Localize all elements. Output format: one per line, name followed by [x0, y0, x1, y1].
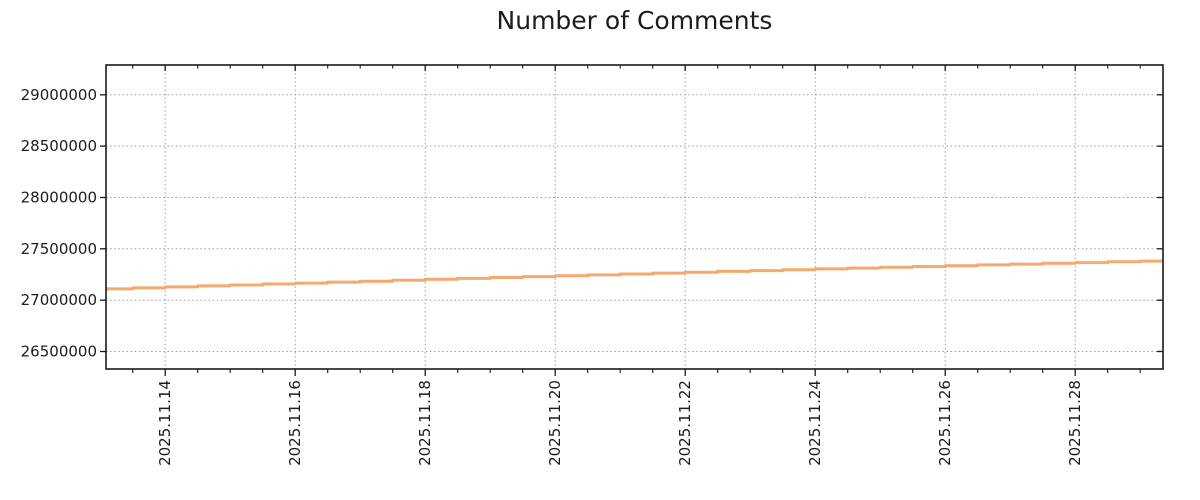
y-tick-label: 29000000: [21, 86, 97, 104]
y-tick-label: 27500000: [21, 240, 97, 258]
x-tick-label: 2025.11.22: [676, 380, 694, 466]
series-line-comments: [106, 259, 1163, 291]
y-tick-label: 28000000: [21, 189, 97, 207]
y-tick-label: 28500000: [21, 137, 97, 155]
x-tick-label: 2025.11.20: [546, 380, 564, 466]
x-tick-label: 2025.11.14: [156, 380, 174, 466]
x-tick-label: 2025.11.24: [806, 380, 824, 466]
x-tick-label: 2025.11.26: [936, 380, 954, 466]
plot-frame: [105, 64, 1164, 370]
chart-title: Number of Comments: [496, 6, 773, 35]
x-tick-label: 2025.11.28: [1066, 380, 1084, 466]
y-tick-label: 27000000: [21, 291, 97, 309]
x-tick-label: 2025.11.16: [286, 380, 304, 466]
x-tick-label: 2025.11.18: [416, 380, 434, 466]
y-tick-label: 26500000: [21, 343, 97, 361]
